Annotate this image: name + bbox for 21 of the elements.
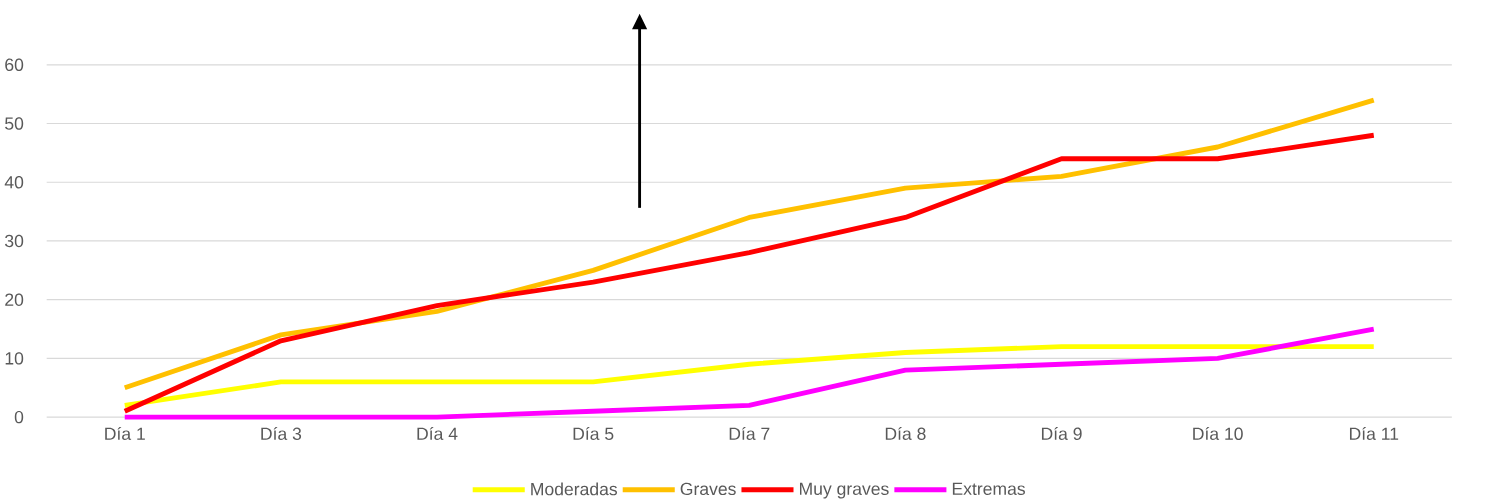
x-tick-label: Día 7	[729, 426, 770, 440]
legend-label: Graves	[680, 482, 736, 495]
x-tick-label: Día 9	[1041, 426, 1082, 440]
y-tick-label: 30	[5, 234, 24, 248]
legend-label: Extremas	[952, 482, 1025, 495]
x-tick-label: Día 5	[573, 426, 614, 440]
y-tick-label: 10	[5, 352, 24, 365]
legend-label: Moderadas	[531, 482, 618, 496]
y-tick-label: 0	[14, 410, 24, 424]
y-tick-label: 20	[5, 293, 24, 306]
line-series	[122, 132, 1377, 414]
y-tick-label: 40	[4, 175, 24, 189]
x-tick-label: Día 1	[105, 426, 145, 440]
legend-label: Muy graves	[799, 482, 889, 499]
x-tick-label: Día 4	[417, 426, 458, 440]
y-tick-label: 50	[5, 117, 24, 130]
x-tick-label: Día 10	[1193, 426, 1243, 440]
x-tick-label: Día 3	[261, 426, 302, 440]
x-tick-label: Día 11	[1349, 426, 1399, 440]
x-tick-label: Día 8	[885, 426, 926, 440]
y-tick-label: 60	[5, 58, 24, 71]
